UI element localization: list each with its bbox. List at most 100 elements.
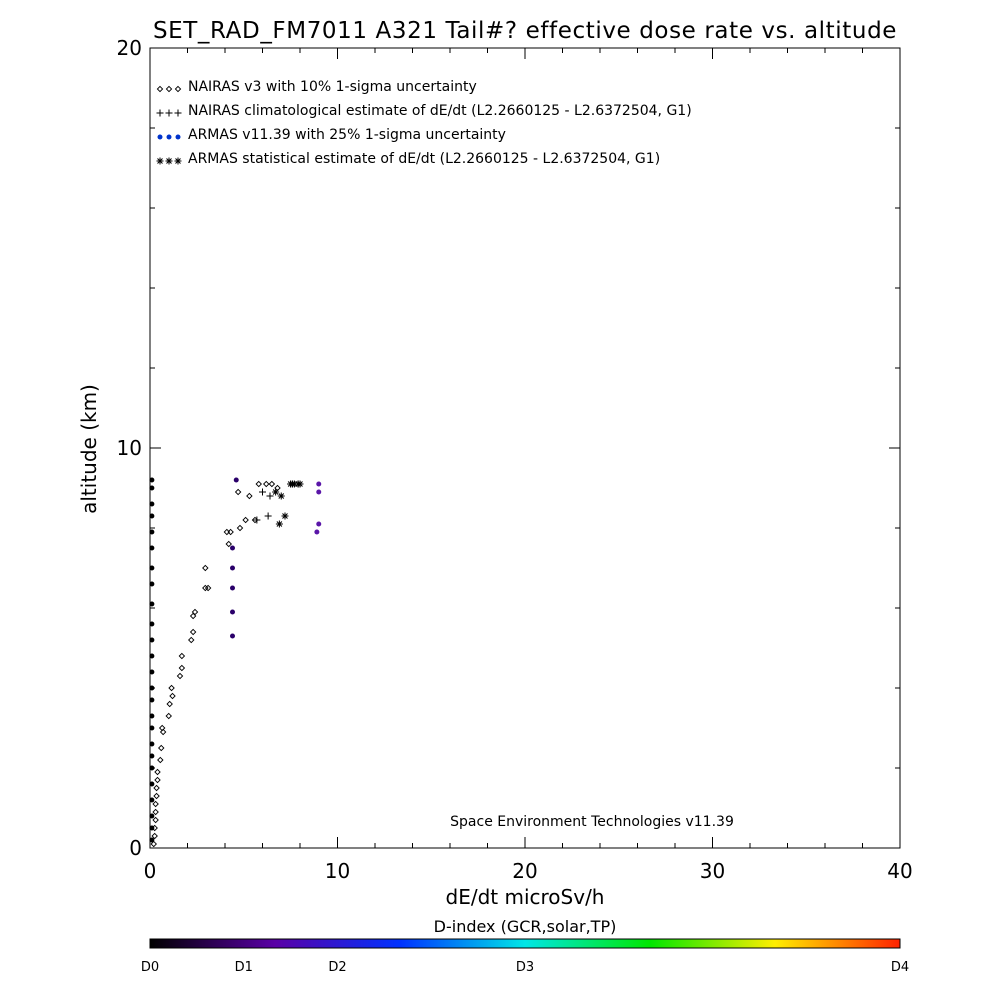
data-point: [149, 601, 155, 607]
series-1: [150, 480, 281, 848]
legend-marker: [174, 157, 182, 165]
x-tick-label: 0: [144, 859, 157, 883]
y-tick-label: 10: [117, 436, 142, 460]
data-point: [225, 540, 232, 548]
colorbar-title: D-index (GCR,solar,TP): [434, 917, 617, 936]
legend-marker: [165, 157, 173, 165]
data-point: [149, 581, 155, 587]
data-point: [159, 728, 167, 736]
data-point: [149, 477, 155, 483]
data-point: [253, 516, 261, 524]
data-point: [149, 825, 155, 831]
data-point: [188, 636, 195, 644]
data-point: [154, 776, 161, 784]
legend-label: ARMAS statistical estimate of dE/dt (L2.…: [188, 151, 660, 167]
data-point: [149, 837, 155, 843]
legend-marker: [156, 109, 164, 117]
y-axis-label: altitude (km): [77, 384, 101, 514]
data-point: [263, 480, 270, 488]
data-point: [259, 488, 266, 496]
data-point: [149, 753, 155, 759]
y-tick-label: 20: [117, 36, 142, 60]
data-point: [165, 712, 172, 720]
data-point: [149, 621, 155, 627]
data-point: [233, 477, 239, 483]
data-point: [296, 480, 304, 488]
axes: 0 10 20 30 40 0 10 20: [117, 36, 913, 883]
data-point: [149, 725, 155, 731]
y-tick-label: 0: [129, 836, 142, 860]
legend: NAIRAS v3 with 10% 1-sigma uncertainty NA…: [156, 79, 692, 167]
data-point: [281, 512, 289, 520]
data-point: [149, 713, 155, 719]
colorbar-label: D4: [891, 960, 909, 975]
data-point: [149, 741, 155, 747]
data-point: [316, 489, 322, 495]
data-point: [152, 808, 159, 816]
legend-marker: [156, 85, 164, 93]
data-point: [152, 800, 159, 808]
colorbar-label: D3: [516, 960, 534, 975]
x-tick-label: 40: [887, 859, 912, 883]
legend-marker: [166, 134, 172, 140]
data-point: [149, 485, 155, 491]
data-point: [266, 492, 274, 500]
data-point: [223, 528, 231, 536]
data-point: [149, 637, 155, 643]
data-point: [230, 545, 235, 551]
legend-label: NAIRAS v3 with 10% 1-sigma uncertainty: [188, 79, 477, 95]
data-point: [189, 628, 197, 636]
colorbar-labels: D0 D1 D2 D3 D4: [141, 960, 909, 975]
data-point: [268, 480, 276, 488]
data-point: [149, 781, 155, 787]
data-point: [157, 756, 164, 764]
legend-marker: [165, 109, 173, 117]
data-point: [149, 529, 155, 535]
data-point: [255, 480, 262, 488]
data-point: [149, 513, 155, 519]
data-point: [149, 797, 155, 803]
data-point: [149, 697, 155, 703]
legend-label: NAIRAS climatological estimate of dE/dt …: [188, 103, 692, 119]
data-point: [158, 724, 166, 732]
data-point: [246, 492, 253, 500]
data-point: [275, 520, 283, 528]
legend-marker: [175, 134, 181, 140]
data-point: [149, 545, 155, 551]
plot-frame: [149, 47, 901, 849]
data-point: [152, 816, 159, 824]
series-3: [149, 477, 322, 843]
data-point: [314, 529, 320, 535]
x-tick-label: 30: [700, 859, 725, 883]
data-point: [272, 488, 280, 496]
data-point: [202, 584, 209, 592]
data-point: [242, 516, 249, 524]
data-point: [234, 488, 242, 496]
data-point: [149, 653, 155, 659]
legend-marker: [157, 134, 163, 140]
data-point: [150, 840, 157, 848]
data-point: [149, 669, 155, 675]
data-point: [204, 584, 212, 592]
data-point: [151, 832, 158, 840]
annotation-text: Space Environment Technologies v11.39: [450, 814, 734, 830]
data-point: [277, 492, 285, 500]
data-point: [169, 692, 176, 700]
legend-label: ARMAS v11.39 with 25% 1-sigma uncertaint…: [188, 127, 506, 143]
colorbar-label: D0: [141, 960, 159, 975]
data-point: [149, 565, 155, 571]
data-point: [189, 612, 197, 620]
data-point: [202, 564, 209, 572]
legend-marker: [165, 85, 173, 93]
data-point: [149, 685, 155, 691]
data-point: [168, 684, 175, 692]
legend-marker: [174, 109, 182, 117]
colorbar-label: D2: [328, 960, 346, 975]
data-point: [149, 501, 155, 507]
data-point: [154, 768, 161, 776]
colorbar: [149, 938, 901, 949]
colorbar-label: D1: [235, 960, 253, 975]
data-point: [166, 700, 173, 708]
data-point: [230, 585, 235, 591]
